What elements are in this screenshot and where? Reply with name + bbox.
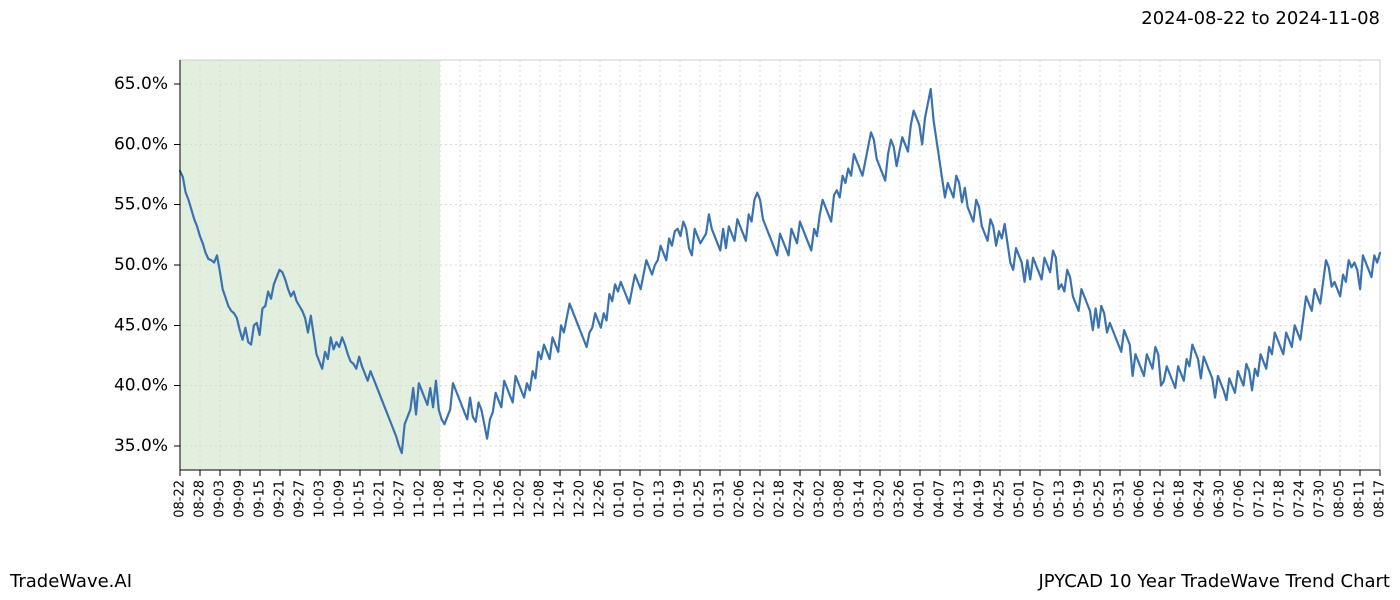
x-tick-label: 12-26 [593,480,608,518]
x-tick-label: 12-08 [533,480,548,518]
x-tick-label: 03-26 [893,480,908,518]
y-tick-label: 45.0% [114,315,168,335]
x-tick-label: 04-07 [933,480,948,518]
x-tick-label: 06-24 [1193,480,1208,518]
x-tick-label: 01-13 [653,480,668,518]
x-tick-label: 05-07 [1033,480,1048,518]
x-tick-label: 07-18 [1273,480,1288,518]
x-tick-label: 08-11 [1353,480,1368,518]
x-tick-label: 12-02 [513,480,528,518]
x-tick-label: 01-31 [713,480,728,518]
x-tick-label: 05-01 [1013,480,1028,518]
x-tick-label: 04-01 [913,480,928,518]
x-tick-label: 08-17 [1373,480,1388,518]
x-tick-label: 10-21 [373,480,388,518]
x-tick-label: 10-27 [393,480,408,518]
x-tick-label: 12-20 [573,480,588,518]
x-tick-label: 11-26 [493,480,508,518]
x-tick-label: 09-03 [213,480,228,518]
x-tick-label: 07-06 [1233,480,1248,518]
x-tick-label: 06-30 [1213,480,1228,518]
x-tick-label: 06-12 [1153,480,1168,518]
x-tick-label: 09-15 [253,480,268,518]
y-tick-label: 40.0% [114,376,168,396]
x-tick-label: 11-02 [413,480,428,518]
x-tick-label: 06-18 [1173,480,1188,518]
y-tick-label: 65.0% [114,74,168,94]
x-tick-label: 09-21 [273,480,288,518]
x-tick-label: 03-08 [833,480,848,518]
x-tick-label: 04-19 [973,480,988,518]
x-tick-label: 03-02 [813,480,828,518]
x-tick-label: 10-15 [353,480,368,518]
x-tick-label: 07-24 [1293,480,1308,518]
x-tick-label: 11-08 [433,480,448,518]
x-tick-label: 03-20 [873,480,888,518]
trend-chart: 35.0% 40.0% 45.0% 50.0% 55.0% 60.0% 65.0% 08-22… [0,0,1400,600]
x-tick-label: 09-09 [233,480,248,518]
x-tick-label: 08-28 [193,480,208,518]
x-tick-label: 01-01 [613,480,628,518]
y-tick-label: 55.0% [114,195,168,215]
x-tick-label: 01-19 [673,480,688,518]
x-tick-label: 02-12 [753,480,768,518]
x-tick-label: 05-25 [1093,480,1108,518]
x-tick-label: 07-12 [1253,480,1268,518]
x-tick-label: 05-19 [1073,480,1088,518]
x-tick-label: 04-25 [993,480,1008,518]
x-tick-label: 02-24 [793,480,808,518]
x-tick-label: 09-27 [293,480,308,518]
x-tick-label: 11-20 [473,480,488,518]
x-tick-label: 12-14 [553,480,568,518]
x-tick-label: 11-14 [453,480,468,518]
x-tick-label: 02-06 [733,480,748,518]
x-tick-label: 04-13 [953,480,968,518]
x-tick-label: 07-30 [1313,480,1328,518]
x-tick-label: 03-14 [853,480,868,518]
x-tick-label: 10-03 [313,480,328,518]
x-tick-label: 01-07 [633,480,648,518]
x-tick-label: 05-31 [1113,480,1128,518]
x-tick-label: 06-06 [1133,480,1148,518]
y-tick-label: 35.0% [114,436,168,456]
x-tick-label: 01-25 [693,480,708,518]
x-tick-label: 02-18 [773,480,788,518]
x-tick-label: 05-13 [1053,480,1068,518]
x-tick-label: 08-05 [1333,480,1348,518]
x-tick-label: 10-09 [333,480,348,518]
y-tick-label: 50.0% [114,255,168,275]
y-tick-label: 60.0% [114,134,168,154]
x-tick-label: 08-22 [173,480,188,518]
